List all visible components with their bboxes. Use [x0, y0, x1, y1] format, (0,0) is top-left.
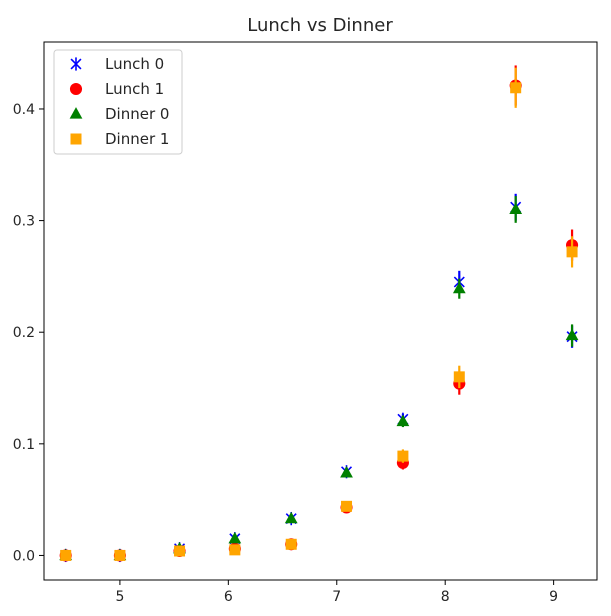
marker-triangle [69, 107, 83, 119]
data-point [453, 371, 465, 383]
y-tick-label: 0.4 [13, 102, 35, 118]
legend-label: Lunch 1 [105, 80, 164, 98]
data-point [114, 549, 126, 561]
legend-entry: Lunch 1 [69, 80, 164, 98]
plot-frame [43, 41, 598, 581]
y-tick-label: 0.3 [13, 214, 35, 230]
legend: Lunch 0 Lunch 1 Dinner 0 Dinner 1 [53, 49, 183, 155]
data-point [510, 82, 522, 94]
x-tick-label: 5 [115, 589, 124, 605]
data-point [509, 202, 523, 215]
y-tick-label: 0.2 [13, 325, 35, 341]
legend-label: Lunch 0 [105, 55, 164, 73]
data-point [284, 511, 298, 524]
legend-label: Dinner 1 [105, 130, 169, 148]
data-point [228, 531, 242, 544]
y-tick-label: 0.0 [13, 548, 35, 564]
legend-entry: Dinner 1 [70, 130, 169, 148]
series-dinner-1 [60, 67, 578, 561]
legend-entry: Lunch 0 [70, 55, 164, 73]
data-point [285, 538, 297, 550]
data-point [452, 281, 466, 294]
data-point [397, 450, 409, 462]
legend-label: Dinner 0 [105, 105, 169, 123]
data-point [174, 545, 186, 557]
legend-box [53, 49, 183, 155]
data-point [341, 500, 353, 512]
x-tick-label: 9 [549, 589, 558, 605]
marker-circle [69, 82, 83, 96]
marker-square [70, 133, 82, 145]
plot-area: 5 6 7 8 9 0.0 0.1 0.2 0.3 0.4 [13, 41, 598, 605]
y-tick-label: 0.1 [13, 437, 35, 453]
x-tick-label: 7 [332, 589, 341, 605]
data-point [565, 328, 579, 341]
data-point [396, 414, 410, 427]
data-point [60, 549, 72, 561]
data-point [229, 544, 241, 556]
x-tick-label: 6 [224, 589, 233, 605]
data-point [566, 246, 578, 258]
legend-entry: Dinner 0 [69, 105, 169, 123]
data-point [340, 466, 353, 478]
marker-x [70, 57, 82, 71]
x-tick-label: 8 [441, 589, 450, 605]
chart-title: Lunch vs Dinner [247, 15, 393, 36]
